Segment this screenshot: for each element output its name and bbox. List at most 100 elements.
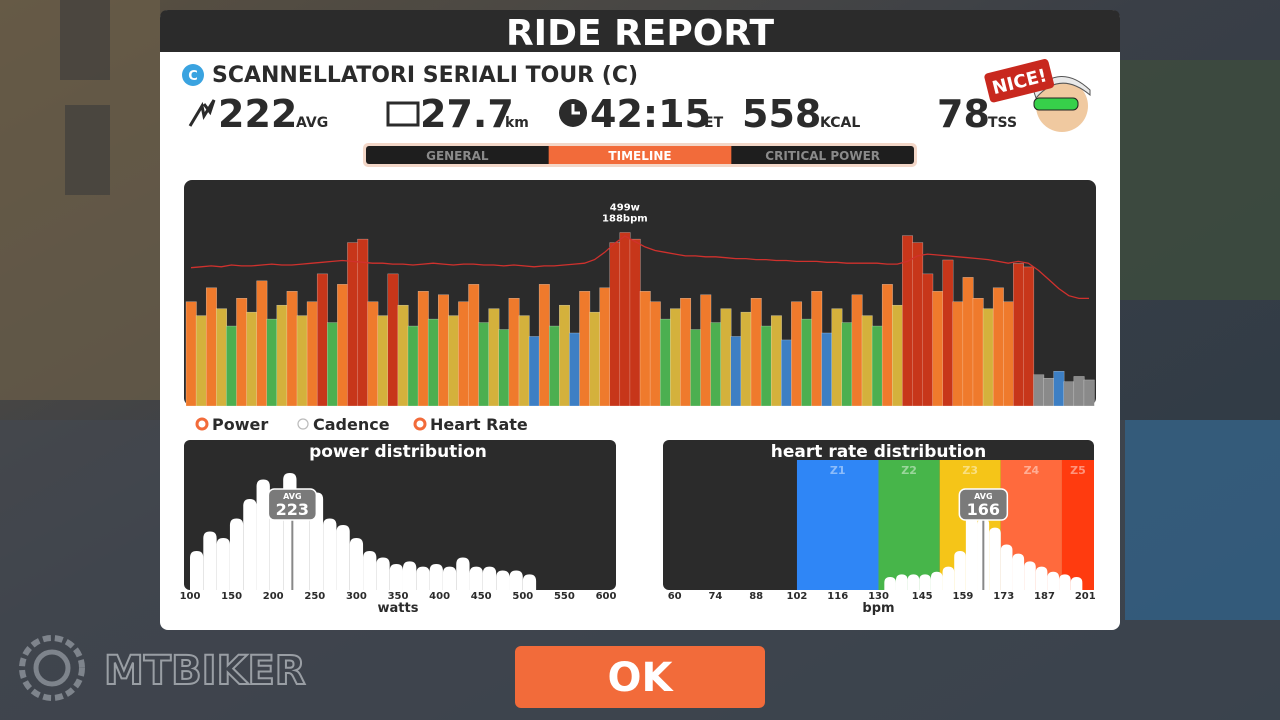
legend-dot[interactable] (297, 418, 309, 430)
tabs: GENERAL TIMELINE CRITICAL POWER (426, 146, 880, 164)
power-bar (730, 336, 742, 407)
power-bar (811, 291, 823, 407)
power-bar (1033, 374, 1045, 407)
ok-label[interactable]: OK (608, 655, 675, 701)
histogram-bar (416, 566, 430, 590)
histogram-bar (522, 574, 537, 590)
histogram-bar (456, 557, 470, 590)
power-bar (770, 315, 782, 407)
histogram-bar (907, 574, 920, 590)
power-bar (387, 273, 399, 407)
histogram-bar (229, 518, 244, 590)
power-bar (407, 325, 419, 407)
avg-badge (267, 488, 318, 521)
power-bar (417, 291, 429, 407)
watermark-logo (19, 635, 85, 701)
power-bar (438, 294, 449, 407)
legend-label[interactable]: Power (212, 415, 268, 434)
power-bar (1003, 301, 1014, 407)
power-bar (367, 301, 379, 407)
avg-badge (958, 488, 1009, 521)
power-bar (347, 242, 359, 407)
power-bar (296, 315, 308, 407)
power-bar (649, 301, 661, 407)
power-bar (690, 329, 702, 407)
legend-label[interactable]: Cadence (313, 415, 390, 434)
x-tick-label: 500 (512, 591, 533, 602)
watermark-logo-inner (33, 649, 71, 687)
histogram-bar (256, 479, 270, 590)
avg-label: AVG (974, 492, 992, 501)
zone-label: Z1 (830, 464, 846, 477)
histogram-bar (402, 561, 417, 590)
dist-title: heart rate distribution (771, 442, 986, 462)
histogram-bar (482, 566, 497, 590)
power-bar (276, 304, 288, 407)
trees (1120, 60, 1280, 300)
histogram-bar (509, 570, 523, 590)
power-bar (821, 332, 833, 407)
power-bar (205, 287, 217, 407)
stat-unit: KCAL (820, 115, 860, 131)
power-bar (912, 242, 924, 407)
legend-dot[interactable] (195, 417, 209, 431)
ok-button[interactable] (515, 646, 765, 708)
x-tick-label: 201 (1075, 591, 1096, 602)
power-bar (942, 259, 954, 407)
power-bar (266, 318, 278, 407)
peak-label: 188bpm (602, 214, 648, 225)
power-bar (760, 325, 772, 407)
power-bar (972, 298, 984, 407)
power-bar (1013, 263, 1024, 407)
power-bar (922, 273, 934, 407)
category-badge (182, 64, 204, 86)
histogram-bar (954, 551, 966, 590)
tab-label[interactable]: GENERAL (426, 149, 489, 163)
power-bar (670, 308, 681, 407)
x-tick-label: 88 (749, 591, 763, 602)
tab-label[interactable]: TIMELINE (608, 149, 671, 163)
power-bar (1023, 266, 1035, 407)
watermark: MTBIKER (104, 648, 306, 694)
power-bar (528, 336, 540, 407)
histogram-bar (919, 574, 931, 590)
histogram-bar (190, 551, 204, 590)
stat-value: 222 (218, 92, 297, 136)
zone-band (796, 460, 879, 590)
x-tick-label: 350 (388, 591, 409, 602)
power-bar (427, 318, 439, 407)
power-bar (559, 304, 570, 407)
legend-label[interactable]: Heart Rate (430, 415, 528, 434)
power-bar (720, 308, 732, 407)
power-bar (327, 322, 338, 407)
stat-value: 42:15 (590, 92, 711, 136)
power-bar (639, 291, 651, 407)
power-bar (1063, 381, 1075, 407)
zone-band (1061, 460, 1094, 590)
histogram-bar (930, 571, 943, 590)
histogram-bar (942, 566, 955, 590)
nice-badge (984, 59, 1055, 103)
zone-label: Z5 (1070, 464, 1086, 477)
histogram-bar (1047, 571, 1060, 590)
category-letter: C (188, 69, 198, 84)
power-bar (801, 318, 813, 407)
peak-label: 499w (610, 203, 640, 214)
power-icon (188, 99, 216, 127)
power-bar (316, 273, 328, 407)
x-tick-label: 159 (953, 591, 974, 602)
x-tick-label: 116 (827, 591, 848, 602)
window (60, 0, 110, 80)
power-bar (932, 291, 944, 407)
power-bar (619, 232, 631, 407)
power-bar (448, 315, 459, 407)
legend-dot[interactable] (413, 417, 427, 431)
distance-icon (386, 101, 420, 127)
tab-label[interactable]: CRITICAL POWER (765, 149, 880, 163)
zone-band (878, 460, 940, 590)
zone-label: Z4 (1024, 464, 1040, 477)
avg-value: 223 (276, 500, 309, 519)
tab-active (548, 146, 732, 164)
x-tick-label: 600 (596, 591, 617, 602)
x-tick-label: 173 (993, 591, 1014, 602)
